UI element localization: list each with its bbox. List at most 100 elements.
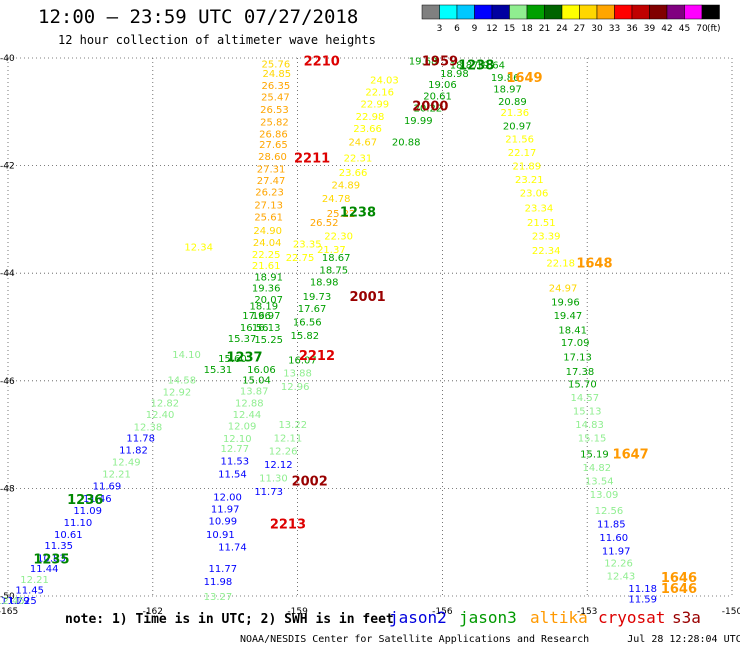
colorbar-tick-label: 24: [556, 24, 568, 34]
swh-reading: 18.87: [450, 60, 479, 71]
longitude-label: -165: [0, 607, 18, 617]
swh-reading: 10.61: [54, 530, 83, 541]
credit-line: NOAA/NESDIS Center for Satellite Applica…: [240, 634, 740, 645]
swh-reading: 20.07: [254, 295, 283, 306]
pass-label: 1238: [340, 205, 376, 220]
swh-reading: 15.31: [204, 365, 233, 376]
swh-reading: 22.18: [546, 258, 575, 269]
swh-reading: 22.31: [344, 154, 373, 165]
swh-reading: 16.97: [252, 311, 281, 322]
colorbar-tick-label: 33: [609, 24, 620, 34]
swh-reading: 25.61: [254, 213, 283, 224]
swh-reading: 26.53: [260, 105, 289, 116]
colorbar-swatch: [544, 4, 563, 20]
swh-reading: 21.51: [527, 218, 556, 229]
swh-reading: 15.70: [568, 379, 597, 390]
swh-reading: 15.13: [573, 406, 602, 417]
swh-reading: 11.98: [204, 577, 233, 588]
swh-reading: 18.41: [558, 326, 587, 337]
axis-labels: -165 -162 -159 -156 -153 -150 -40 -42 -44 -46 -48 -…: [0, 54, 740, 617]
swh-reading: 15.82: [291, 331, 320, 342]
swh-reading: 24.04: [253, 238, 282, 249]
pass-label: 1959: [422, 55, 458, 70]
swh-reading: 12.43: [607, 572, 636, 583]
swh-reading: 26.35: [262, 81, 291, 92]
swh-reading: 16.06: [247, 365, 276, 376]
generated-timestamp: Jul 28 12:28:04 UTC 2018: [627, 634, 740, 645]
swh-reading: 11.97: [211, 504, 240, 515]
colorbar-unit: (ft): [707, 24, 721, 34]
swh-reading: 15.19: [580, 449, 609, 460]
swh-reading: 12.00: [213, 492, 242, 503]
swh-reading: 14.82: [583, 463, 612, 474]
colorbar-tick-label: 9: [472, 24, 478, 34]
colorbar-swatch: [561, 4, 580, 20]
swh-reading: 21.36: [500, 108, 529, 119]
color-scale-legend: 3 6 9 12 15 18 21 24 27 30 33 36 39 42 45 70 (ft): [421, 4, 721, 34]
colorbar-tick-label: 42: [661, 24, 672, 34]
longitude-label: -156: [432, 607, 453, 617]
latitude-label: -46: [0, 377, 15, 387]
swh-reading: 11.44: [30, 564, 59, 575]
colorbar-swatch: [509, 4, 528, 20]
swh-reading: 27.31: [257, 164, 286, 175]
latitude-label: -42: [0, 162, 15, 172]
swh-reading: 14.83: [575, 420, 604, 431]
swh-reading: 19.64: [476, 60, 505, 71]
colorbar-swatch: [649, 4, 668, 20]
colorbar-tick-label: 6: [454, 24, 460, 34]
swh-reading: 24.03: [370, 76, 399, 87]
swh-reading: 19.36: [252, 284, 281, 295]
swh-reading: 24.97: [549, 284, 578, 295]
pass-label: 2000: [412, 99, 448, 114]
swh-reading: 19.96: [551, 298, 580, 309]
lat-lon-grid: [7, 57, 733, 597]
colorbar-swatch: [456, 4, 475, 20]
swh-reading: 28.60: [258, 152, 287, 163]
swh-reading: 17.38: [566, 367, 595, 378]
swh-reading: 12.26: [269, 447, 298, 458]
swh-reading: 13.88: [283, 369, 312, 380]
page-title: 12:00 — 23:59 UTC 07/27/2018: [38, 6, 359, 28]
swh-reading: 20.22: [414, 103, 443, 114]
pass-label: 1648: [576, 256, 612, 271]
swh-reading: 18.75: [319, 265, 348, 276]
swh-reading: 24.85: [263, 69, 292, 80]
swh-reading: 11.25: [8, 596, 37, 607]
swh-reading: 16.56: [293, 318, 322, 329]
swh-reading: 23.06: [520, 189, 549, 200]
colorbar-tick-label: 30: [591, 24, 603, 34]
colorbar-swatch: [491, 4, 510, 20]
colorbar-tick-label: 39: [644, 24, 656, 34]
swh-reading: 27.47: [257, 176, 286, 187]
swh-reading: 22.30: [324, 232, 353, 243]
swh-reading: 15.37: [228, 334, 257, 345]
swh-reading: 12.88: [235, 398, 264, 409]
pass-label: 1649: [506, 71, 542, 86]
swh-reading: 24.89: [332, 180, 361, 191]
satellite-legend-jason3: jason3: [459, 608, 517, 627]
satellite-legend-jason2: jason2: [389, 608, 447, 627]
swh-reading: 19.99: [404, 116, 433, 127]
colorbar-swatch: [684, 4, 703, 20]
swh-reading: 12.34: [184, 242, 213, 253]
colorbar-tick-label: 3: [437, 24, 443, 34]
pass-label: 1646: [661, 571, 697, 586]
pass-label: 2210: [304, 55, 340, 70]
pass-label: 1238: [458, 58, 494, 73]
footnote: note: 1) Time is in UTC; 2) SWH is in fe…: [65, 612, 394, 627]
pass-label: 2212: [299, 349, 335, 364]
swh-reading: 12.56: [595, 506, 624, 517]
swh-reading: 12.96: [281, 382, 310, 393]
swh-reading: 16.07: [288, 355, 317, 366]
swh-reading: 11.74: [218, 543, 247, 554]
page-subtitle: 12 hour collection of altimeter wave hei…: [58, 33, 376, 47]
swh-reading: 11.10: [64, 518, 93, 529]
swh-reading: 10.83: [37, 553, 66, 564]
latitude-label: -44: [0, 269, 15, 279]
colorbar-tick-label: 18: [521, 24, 533, 34]
swh-readings: 25.7624.8526.3525.4726.5325.8226.8627.65…: [0, 57, 657, 607]
swh-reading: 11.69: [93, 482, 122, 493]
